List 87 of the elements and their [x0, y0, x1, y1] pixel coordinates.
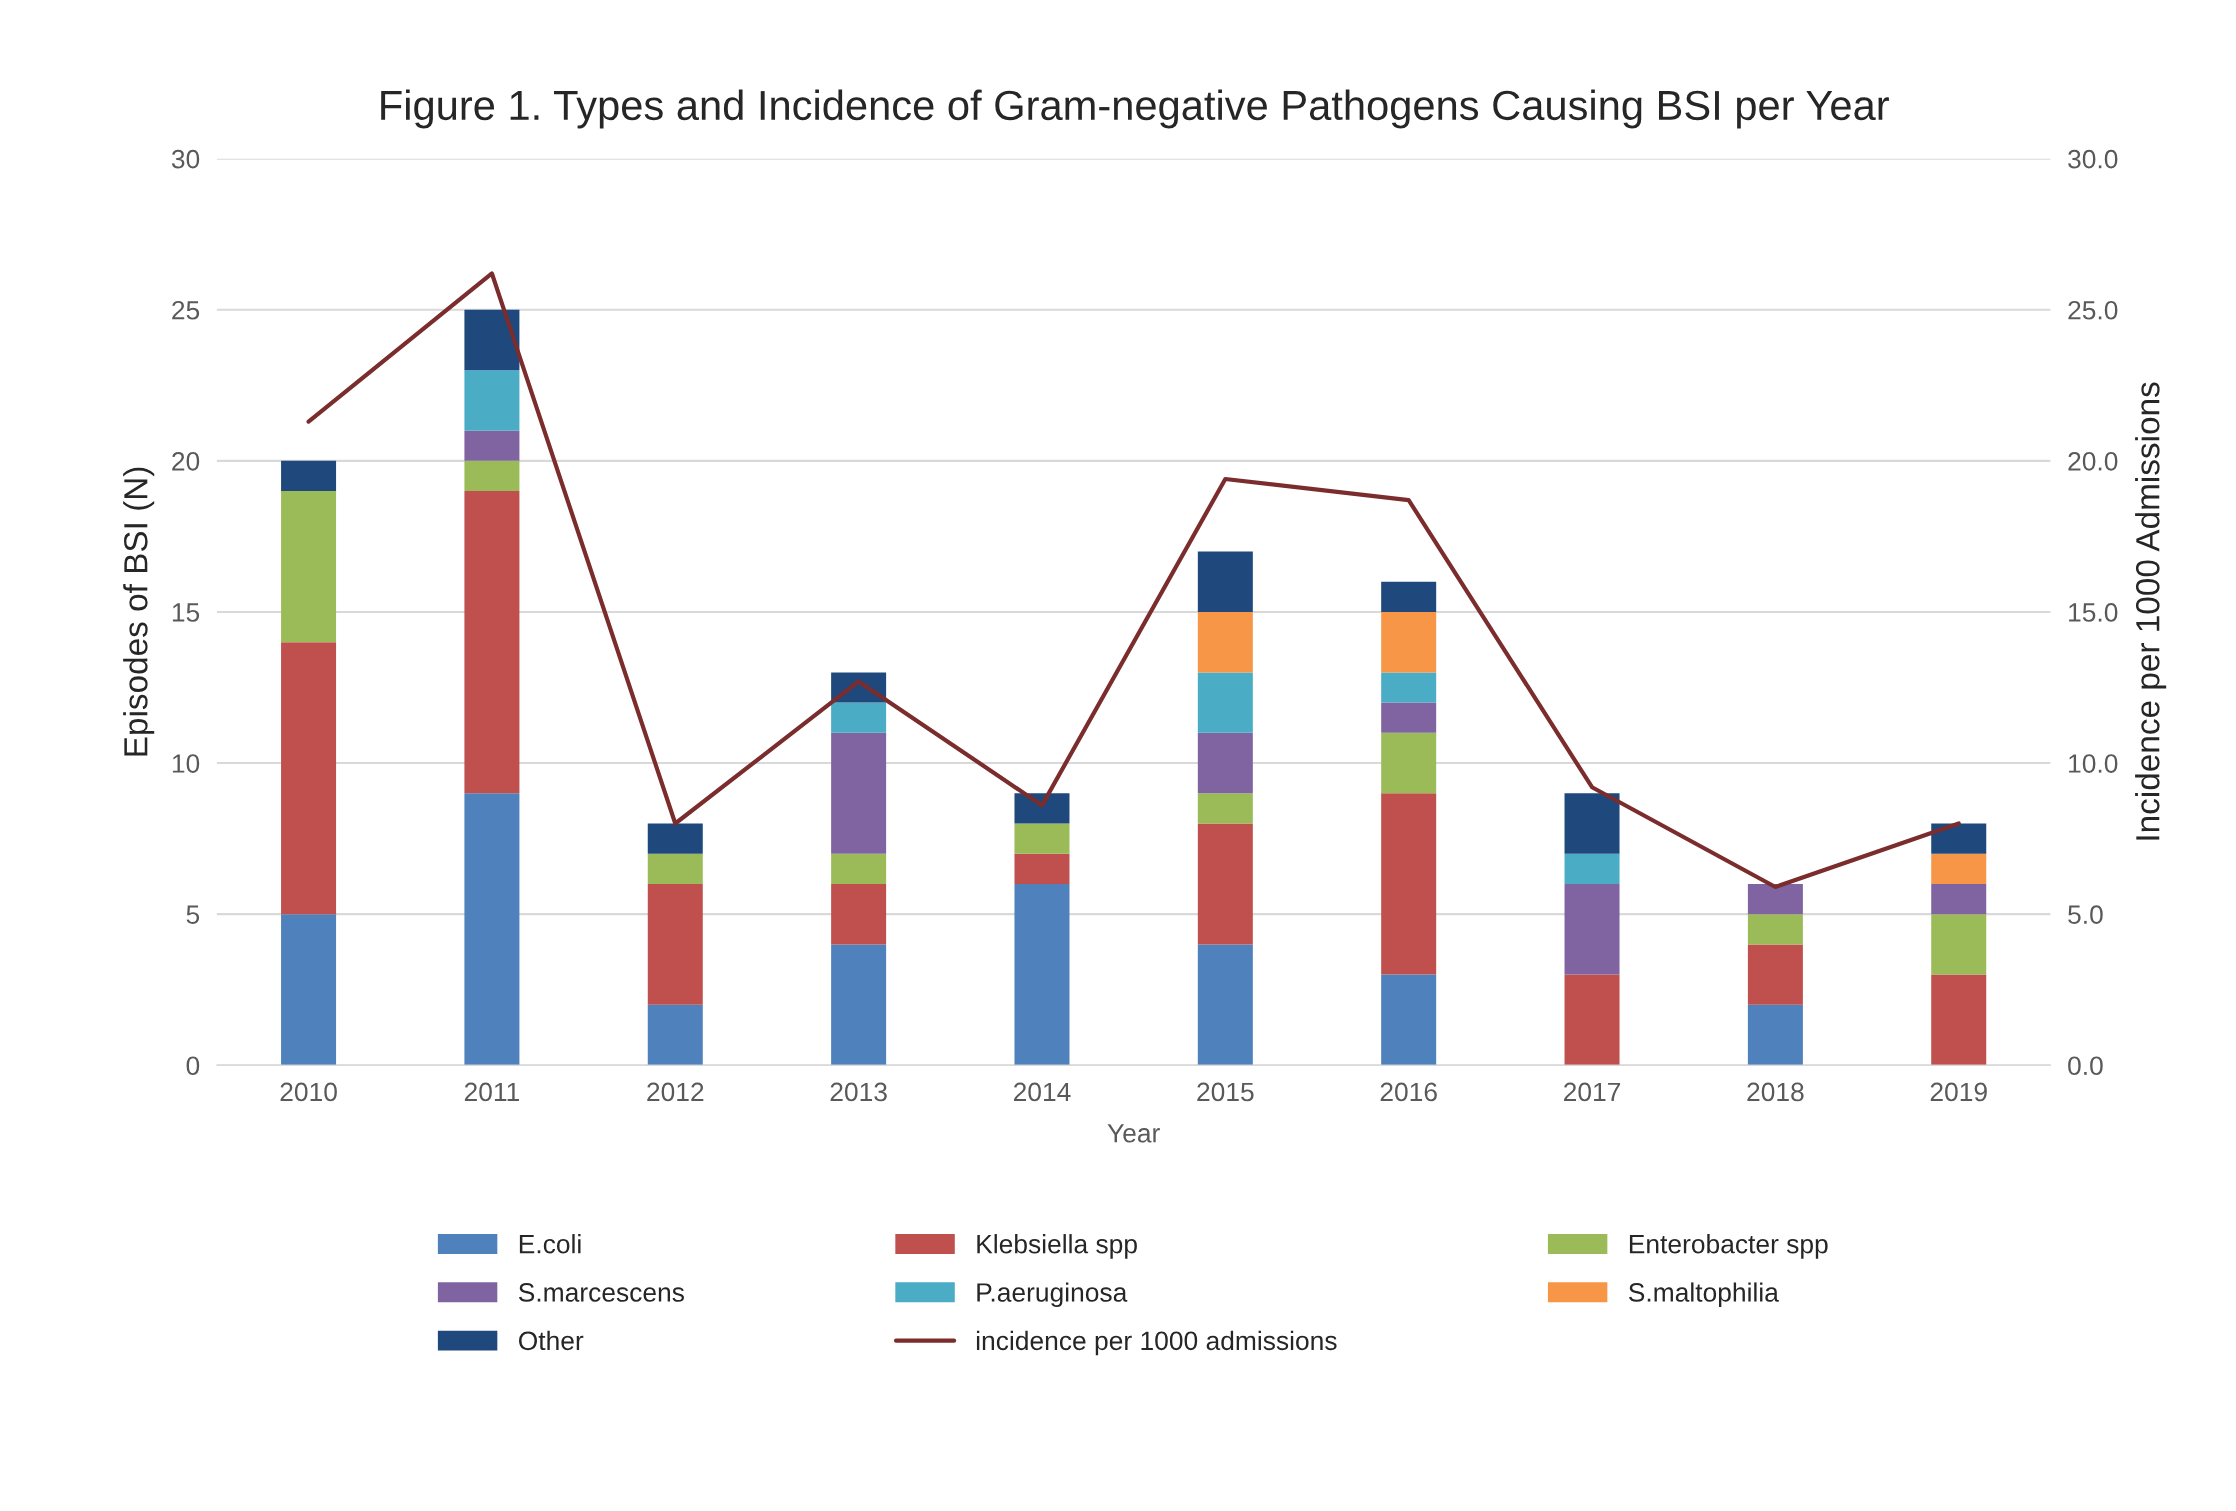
x-tick-label: 2010	[280, 1082, 337, 1102]
legend-label: Enterobacter spp	[1629, 1234, 1828, 1259]
bar	[1381, 732, 1437, 794]
bar	[1014, 823, 1070, 854]
legend-label: Klebsiella spp	[977, 1234, 1137, 1259]
bar	[1197, 611, 1253, 673]
legend-label: P.aeruginosa	[977, 1282, 1128, 1308]
bar	[1931, 914, 1987, 975]
bar	[647, 1004, 703, 1066]
bar	[1564, 974, 1620, 1066]
x-tick-label: 2015	[1197, 1082, 1254, 1102]
x-tick-label: 2019	[1930, 1082, 1987, 1102]
bar	[1381, 672, 1437, 703]
y-tick-label: 25	[172, 300, 200, 320]
y2-axis-title: Incidence per 1000 Admissions	[2135, 382, 2167, 840]
bar	[1014, 883, 1070, 1066]
bar	[1564, 793, 1620, 854]
x-tick-label: 2017	[1564, 1082, 1621, 1102]
bar	[1197, 732, 1253, 794]
x-tick-label: 2012	[647, 1082, 704, 1102]
y-tick-label: 10	[172, 754, 200, 773]
bar	[1381, 702, 1437, 733]
bar	[1747, 883, 1803, 915]
bar	[831, 883, 887, 945]
x-tick-label: 2016	[1380, 1082, 1437, 1102]
bar	[647, 883, 703, 1005]
bar	[1197, 551, 1253, 612]
y2-tick-label: 30.0	[2068, 149, 2118, 169]
legend-label: E.coli	[519, 1234, 581, 1254]
bar	[1381, 974, 1437, 1066]
bar	[831, 702, 887, 733]
bar	[1931, 853, 1987, 884]
bar	[831, 944, 887, 1066]
bar	[1014, 853, 1070, 884]
bar	[281, 460, 337, 492]
x-tick-label: 2011	[464, 1082, 520, 1102]
bar	[1747, 944, 1803, 1005]
bar	[1931, 974, 1987, 1066]
bar	[1747, 914, 1803, 945]
x-tick-label: 2018	[1747, 1082, 1804, 1102]
y-axis-title: Episodes of BSI (N)	[123, 467, 155, 756]
y-tick-label: 15	[172, 603, 200, 622]
bar	[1381, 793, 1437, 975]
chart-title: Figure 1. Types and Incidence of Gram-negative Pathogens Causing BSI per Year	[381, 89, 1889, 129]
y2-tick-label: 25.0	[2068, 300, 2118, 320]
bar	[1197, 793, 1253, 824]
x-axis-title: Year	[1107, 1124, 1160, 1143]
legend-label: Other	[518, 1330, 584, 1351]
y2-tick-label: 20.0	[2068, 451, 2118, 471]
bar	[647, 853, 703, 884]
bar	[1381, 581, 1437, 612]
bar	[1564, 853, 1620, 884]
bar	[1747, 1004, 1803, 1066]
legend-label: S.marcescens	[518, 1283, 684, 1302]
y-tick-label: 0	[186, 1056, 200, 1076]
bar	[1197, 672, 1253, 733]
y2-tick-label: 10.0	[2069, 754, 2118, 773]
bar	[1931, 883, 1987, 915]
bar	[464, 430, 520, 461]
bar	[1931, 823, 1987, 854]
legend-label: incidence per 1000 admissions	[976, 1330, 1337, 1356]
legend-label: S.maltophilia	[1628, 1282, 1779, 1308]
bar	[1197, 823, 1253, 945]
bar	[831, 853, 887, 884]
bar	[831, 732, 887, 854]
bar	[464, 793, 520, 1066]
x-tick-label: 2013	[830, 1082, 887, 1102]
bar	[281, 491, 337, 643]
bar	[1197, 944, 1253, 1066]
bar	[1564, 883, 1620, 975]
bar	[464, 491, 520, 794]
bar	[464, 460, 520, 492]
bar	[1381, 611, 1437, 673]
bar	[647, 823, 703, 854]
y-tick-label: 20	[172, 451, 200, 471]
line-series	[306, 271, 1961, 890]
bar	[281, 642, 337, 915]
bar	[281, 914, 337, 1066]
y2-tick-label: 15.0	[2069, 603, 2118, 622]
x-tick-label: 2014	[1013, 1082, 1071, 1102]
y-tick-label: 5	[186, 905, 200, 924]
bar	[464, 309, 520, 371]
bar	[1014, 793, 1070, 824]
y2-tick-label: 5.0	[2068, 905, 2103, 924]
bar	[464, 370, 520, 431]
y2-tick-label: 0.0	[2068, 1056, 2103, 1076]
y-tick-label: 30	[171, 149, 200, 169]
